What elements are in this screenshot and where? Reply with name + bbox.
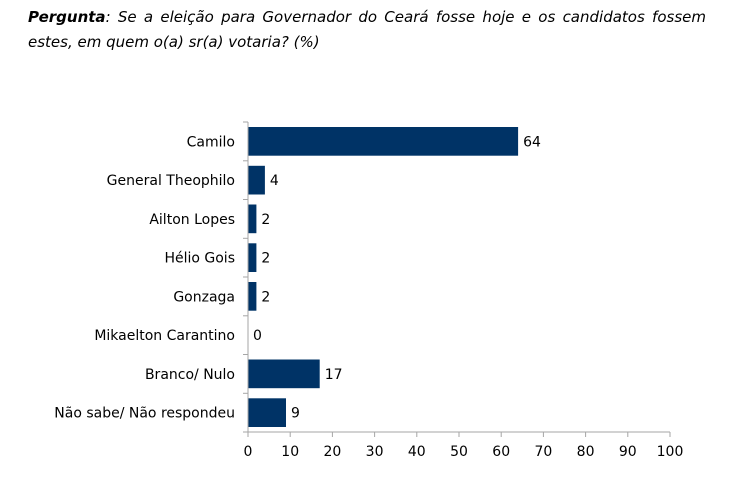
- x-tick-label: 80: [577, 444, 595, 460]
- category-label: Gonzaga: [173, 289, 235, 305]
- x-tick-label: 100: [657, 444, 684, 460]
- value-labels: 64 4 2 2 2 0 17 9: [253, 134, 541, 421]
- category-label: Ailton Lopes: [149, 212, 235, 228]
- x-tick-label: 20: [323, 444, 341, 460]
- x-axis: 0 10 20 30 40 50 60 70 80 90 100: [243, 121, 684, 460]
- category-labels: Camilo General Theophilo Ailton Lopes Hélio…: [54, 134, 235, 421]
- category-label: Não sabe/ Não respondeu: [54, 406, 235, 422]
- question-label: Pergunta: [28, 8, 106, 26]
- data-label: 17: [325, 367, 343, 383]
- data-label: 4: [270, 173, 279, 189]
- category-label: Mikaelton Carantino: [94, 328, 235, 344]
- bar: [248, 359, 320, 389]
- bar: [248, 282, 257, 311]
- category-label: Branco/ Nulo: [145, 367, 235, 383]
- data-label: 0: [253, 328, 262, 344]
- x-tick-label: 40: [408, 444, 426, 460]
- bar: [248, 204, 257, 234]
- category-label: General Theophilo: [107, 173, 235, 189]
- data-label: 9: [291, 406, 300, 422]
- x-tick-label: 90: [619, 444, 637, 460]
- x-tick-label: 70: [534, 444, 552, 460]
- category-label: Camilo: [187, 134, 235, 150]
- data-label: 64: [523, 134, 541, 150]
- bar: [248, 243, 257, 272]
- bar: [248, 165, 265, 195]
- data-label: 2: [261, 212, 270, 228]
- category-label: Hélio Gois: [164, 251, 235, 267]
- data-label: 2: [261, 251, 270, 267]
- question-text: Pergunta: Se a eleição para Governador d…: [28, 5, 706, 55]
- x-tick-label: 60: [492, 444, 510, 460]
- question-body: : Se a eleição para Governador do Ceará …: [28, 8, 706, 51]
- bars-group: [248, 127, 519, 427]
- x-tick-label: 50: [450, 444, 468, 460]
- x-tick-label: 10: [281, 444, 299, 460]
- x-tick-label: 30: [366, 444, 384, 460]
- bar: [248, 398, 286, 427]
- bar: [248, 127, 519, 156]
- x-tick-label: 0: [244, 444, 253, 460]
- data-label: 2: [261, 289, 270, 305]
